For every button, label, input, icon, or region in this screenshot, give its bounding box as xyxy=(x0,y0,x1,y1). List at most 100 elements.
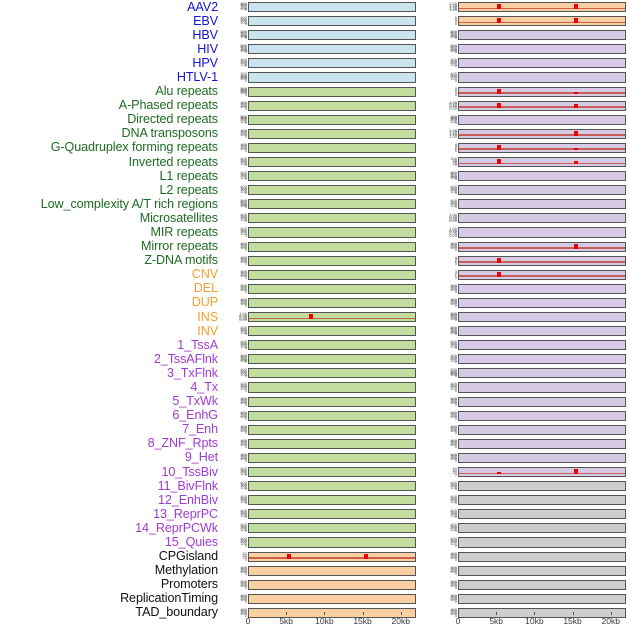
track-left-cnv[interactable] xyxy=(248,269,416,280)
track-right-15-quies[interactable] xyxy=(458,537,626,548)
y-tick-label: 0 xyxy=(244,542,247,548)
track-right-11-bivflnk[interactable] xyxy=(458,481,626,492)
track-left-htlv-1[interactable] xyxy=(248,72,416,83)
track-left-13-reprpc[interactable] xyxy=(248,509,416,520)
track-right-ebv[interactable] xyxy=(458,16,626,27)
track-left-2-tssaflnk[interactable] xyxy=(248,354,416,365)
track-left-hbv[interactable] xyxy=(248,30,416,41)
track-right-promoters[interactable] xyxy=(458,579,626,590)
track-left-directed-repeats[interactable] xyxy=(248,114,416,125)
track-right-dup[interactable] xyxy=(458,297,626,308)
track-left-l2-repeats[interactable] xyxy=(248,185,416,196)
track-right-alu-repeats[interactable] xyxy=(458,86,626,97)
track-right-inverted-repeats[interactable] xyxy=(458,157,626,168)
track-right-a-phased-repeats[interactable] xyxy=(458,100,626,111)
track-right-mirror-repeats[interactable] xyxy=(458,241,626,252)
y-tick-label: 200 xyxy=(240,187,247,193)
y-axis-right-4-tx: 400 300 200 100 0 xyxy=(438,382,457,392)
track-left-3-txflnk[interactable] xyxy=(248,368,416,379)
track-left-methylation[interactable] xyxy=(248,565,416,576)
left-panel-x-axis: 0 5kb 10kb 15kb 20kb xyxy=(246,612,416,632)
track-left-dup[interactable] xyxy=(248,297,416,308)
y-tick-label: 300 xyxy=(240,101,247,107)
y-tick-label: 200 xyxy=(450,201,457,207)
y-tick-label: 400 xyxy=(450,423,457,429)
track-right-8-znf-rpts[interactable] xyxy=(458,438,626,449)
track-right-14-reprpcwk[interactable] xyxy=(458,523,626,534)
track-right-6-enhg[interactable] xyxy=(458,410,626,421)
track-right-7-enh[interactable] xyxy=(458,424,626,435)
track-right-microsatellites[interactable] xyxy=(458,213,626,224)
track-right-cnv[interactable] xyxy=(458,269,626,280)
track-left-ins[interactable] xyxy=(248,312,416,323)
track-left-ebv[interactable] xyxy=(248,16,416,27)
track-right-low-complexity-a-t-rich-regions[interactable] xyxy=(458,199,626,210)
track-left-mir-repeats[interactable] xyxy=(248,227,416,238)
track-left-l1-repeats[interactable] xyxy=(248,171,416,182)
track-left-z-dna-motifs[interactable] xyxy=(248,255,416,266)
track-left-alu-repeats[interactable] xyxy=(248,86,416,97)
track-left-8-znf-rpts[interactable] xyxy=(248,438,416,449)
track-right-mir-repeats[interactable] xyxy=(458,227,626,238)
track-left-inv[interactable] xyxy=(248,326,416,337)
track-right-z-dna-motifs[interactable] xyxy=(458,255,626,266)
track-right-3-txflnk[interactable] xyxy=(458,368,626,379)
track-right-4-tx[interactable] xyxy=(458,382,626,393)
track-right-methylation[interactable] xyxy=(458,565,626,576)
track-right-5-txwk[interactable] xyxy=(458,396,626,407)
track-right-inv[interactable] xyxy=(458,326,626,337)
track-right-g-quadruplex-forming-repeats[interactable] xyxy=(458,142,626,153)
track-right-replicationtiming[interactable] xyxy=(458,593,626,604)
track-right-12-enhbiv[interactable] xyxy=(458,495,626,506)
track-right-cpgisland[interactable] xyxy=(458,551,626,562)
track-left-g-quadruplex-forming-repeats[interactable] xyxy=(248,142,416,153)
track-right-1-tssa[interactable] xyxy=(458,340,626,351)
track-right-l1-repeats[interactable] xyxy=(458,171,626,182)
track-right-htlv-1[interactable] xyxy=(458,72,626,83)
track-right-hiv[interactable] xyxy=(458,44,626,55)
track-left-11-bivflnk[interactable] xyxy=(248,481,416,492)
track-left-hpv[interactable] xyxy=(248,58,416,69)
track-left-5-txwk[interactable] xyxy=(248,396,416,407)
track-left-15-quies[interactable] xyxy=(248,537,416,548)
track-left-a-phased-repeats[interactable] xyxy=(248,100,416,111)
track-right-directed-repeats[interactable] xyxy=(458,114,626,125)
track-left-1-tssa[interactable] xyxy=(248,340,416,351)
peak-bar xyxy=(496,144,501,150)
track-right-dna-transposons[interactable] xyxy=(458,128,626,139)
track-left-low-complexity-a-t-rich-regions[interactable] xyxy=(248,199,416,210)
track-right-10-tssbiv[interactable] xyxy=(458,467,626,478)
track-right-del[interactable] xyxy=(458,283,626,294)
y-tick-label: 100 xyxy=(450,202,457,208)
y-tick-label: 200 xyxy=(450,243,457,249)
track-left-9-het[interactable] xyxy=(248,452,416,463)
track-left-del[interactable] xyxy=(248,283,416,294)
track-right-hpv[interactable] xyxy=(458,58,626,69)
track-right-l2-repeats[interactable] xyxy=(458,185,626,196)
track-left-dna-transposons[interactable] xyxy=(248,128,416,139)
track-right-2-tssaflnk[interactable] xyxy=(458,354,626,365)
track-left-promoters[interactable] xyxy=(248,579,416,590)
track-left-7-enh[interactable] xyxy=(248,424,416,435)
track-left-mirror-repeats[interactable] xyxy=(248,241,416,252)
track-right-hbv[interactable] xyxy=(458,30,626,41)
y-axis-right-mirror-repeats: 400 300 200 100 0 xyxy=(438,241,457,252)
track-left-10-tssbiv[interactable] xyxy=(248,467,416,478)
track-left-14-reprpcwk[interactable] xyxy=(248,523,416,534)
track-left-cpgisland[interactable] xyxy=(248,551,416,562)
track-left-hiv[interactable] xyxy=(248,44,416,55)
track-left-inverted-repeats[interactable] xyxy=(248,157,416,168)
track-right-ins[interactable] xyxy=(458,312,626,323)
track-left-replicationtiming[interactable] xyxy=(248,593,416,604)
y-tick-label: 0 xyxy=(244,528,247,534)
track-left-6-enhg[interactable] xyxy=(248,410,416,421)
y-axis-left-cpgisland: 60 40 20 0 xyxy=(228,551,247,562)
y-tick-label: 300 xyxy=(450,313,457,319)
track-right-13-reprpc[interactable] xyxy=(458,509,626,520)
track-right-9-het[interactable] xyxy=(458,452,626,463)
track-right-aav2[interactable] xyxy=(458,2,626,13)
track-left-microsatellites[interactable] xyxy=(248,213,416,224)
track-left-aav2[interactable] xyxy=(248,2,416,13)
track-left-4-tx[interactable] xyxy=(248,382,416,393)
track-left-12-enhbiv[interactable] xyxy=(248,495,416,506)
